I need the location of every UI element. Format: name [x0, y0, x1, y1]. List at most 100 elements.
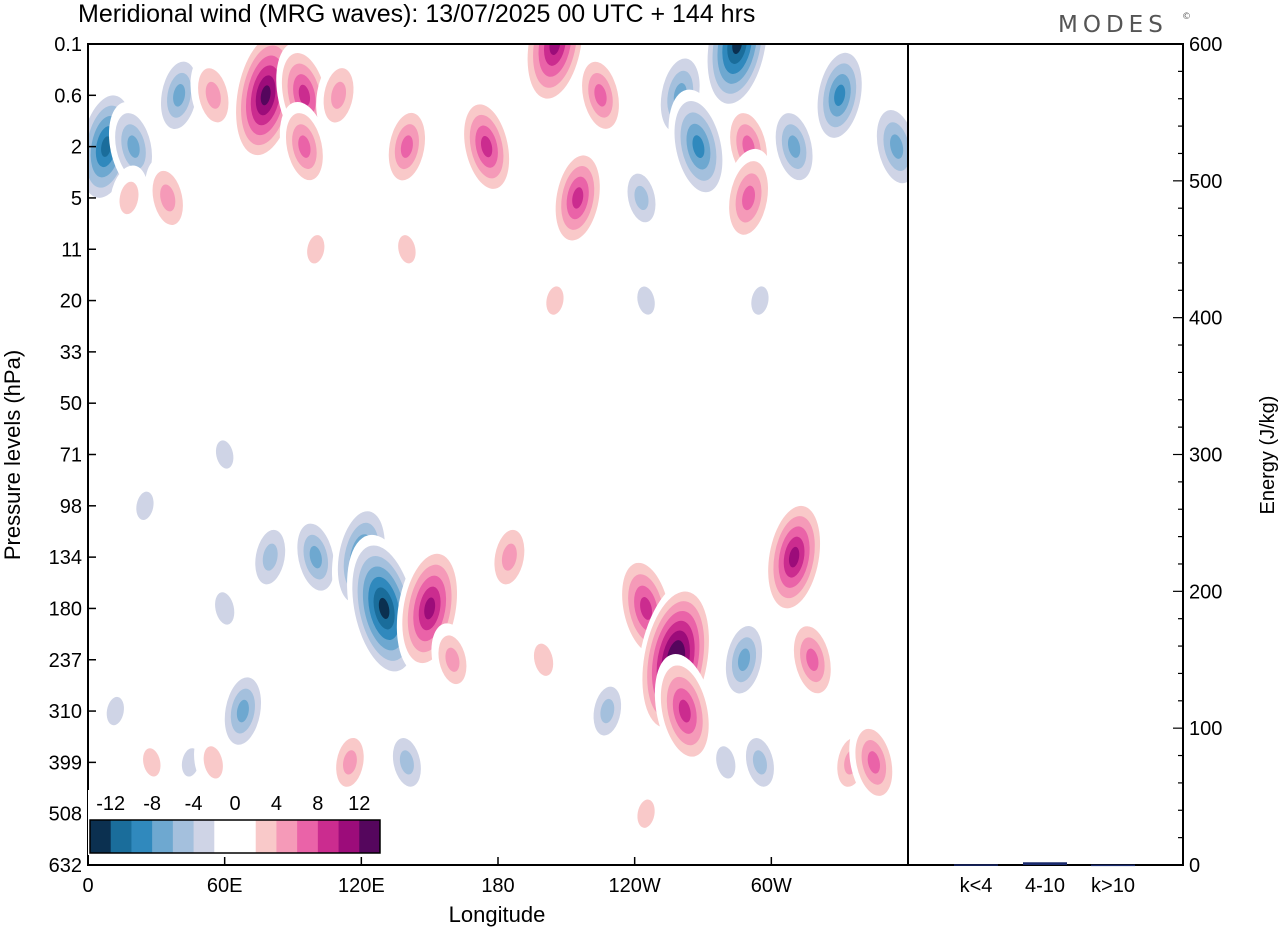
- colorbar-swatch: [338, 820, 360, 853]
- contour-cell: [738, 725, 781, 799]
- colorbar-swatch: [276, 820, 298, 853]
- contour-field: [88, 44, 908, 846]
- contour-ring: [594, 84, 607, 107]
- contour-ring: [309, 545, 322, 569]
- contour-cell: [628, 785, 664, 843]
- pressure-tick-label: 11: [61, 239, 82, 261]
- contour-cell: [316, 54, 361, 137]
- contour-cell: [706, 730, 746, 795]
- pressure-axis: 0.1 0.6 2 5 11 20 33 50 71 98 134 180 237 310 399 508 63…: [49, 34, 96, 877]
- longitude-tick-label: 60W: [751, 875, 792, 897]
- contour-cell: [134, 734, 170, 791]
- colorbar-swatch: [255, 820, 277, 853]
- contour-cell: [763, 495, 826, 619]
- colorbar-label: 0: [229, 793, 240, 815]
- pressure-tick-label: 0.6: [54, 85, 82, 107]
- contour-ring: [834, 84, 846, 106]
- colorbar-swatch: [193, 820, 215, 853]
- contour-ring: [890, 134, 904, 159]
- energy-bar: [1023, 862, 1067, 865]
- contour-ring: [136, 491, 154, 520]
- energy-category-label: k<4: [960, 875, 993, 897]
- contour-cell: [127, 477, 163, 535]
- contour-cell: [719, 614, 769, 705]
- contour-cell: [620, 161, 663, 235]
- pressure-tick-label: 237: [49, 650, 82, 672]
- contour-cell: [382, 101, 432, 192]
- energy-tick-label: 0: [1189, 855, 1200, 877]
- contour-ring: [634, 185, 649, 211]
- contour-ring: [127, 135, 140, 158]
- contour-cell: [98, 682, 133, 740]
- colorbar-swatch: [235, 820, 257, 853]
- x-axis-label: Longitude: [449, 902, 546, 927]
- contour-ring: [262, 543, 278, 571]
- contour-ring: [549, 44, 561, 55]
- contour-ring: [546, 286, 564, 315]
- contour-cell: [486, 516, 532, 598]
- contour-cell: [524, 627, 563, 693]
- energy-bar: [954, 864, 998, 866]
- colorbar-swatch: [110, 820, 132, 853]
- energy-category-label: 4-10: [1025, 875, 1065, 897]
- colorbar-label: -4: [185, 793, 203, 815]
- contour-ring: [215, 440, 234, 469]
- energy-bars: [954, 862, 1135, 867]
- contour-ring: [203, 746, 223, 779]
- contour-ring: [788, 546, 800, 568]
- contour-ring: [307, 235, 325, 264]
- pressure-tick-label: 180: [49, 598, 82, 620]
- contour-ring: [343, 750, 357, 775]
- contour-ring: [236, 699, 249, 723]
- contour-ring: [692, 135, 705, 159]
- contour-cell: [575, 50, 626, 140]
- modes-logo: MODES: [1058, 12, 1168, 38]
- colorbar-swatch: [152, 820, 174, 853]
- energy-tick-label: 200: [1189, 581, 1222, 603]
- contour-cell: [812, 44, 868, 149]
- colorbar-swatch: [90, 820, 112, 853]
- contour-ring: [752, 750, 767, 775]
- pressure-tick-label: 310: [49, 701, 82, 723]
- colorbar-swatch: [131, 820, 153, 853]
- contour-cell: [550, 144, 606, 252]
- contour-ring: [737, 648, 751, 672]
- contour-ring: [331, 81, 347, 109]
- pressure-tick-label: 632: [49, 855, 82, 877]
- contour-ring: [398, 235, 416, 264]
- contour-ring: [119, 181, 139, 215]
- contour-cell: [298, 220, 334, 278]
- contour-ring: [727, 44, 748, 64]
- contour-ring: [501, 543, 517, 571]
- pressure-tick-label: 134: [49, 547, 82, 569]
- contour-cell: [389, 221, 425, 278]
- contour-cell: [329, 725, 371, 799]
- contour-cell: [537, 272, 573, 329]
- contour-cell: [458, 93, 515, 200]
- contour-cell: [108, 101, 159, 192]
- energy-tick-label: 500: [1189, 171, 1222, 193]
- pressure-tick-label: 98: [60, 496, 82, 518]
- contour-cell: [431, 623, 474, 697]
- contour-ring: [215, 592, 235, 625]
- contour-ring: [637, 799, 655, 828]
- contour-ring: [143, 748, 161, 777]
- contour-cell: [769, 101, 819, 192]
- contour-ring: [716, 746, 736, 779]
- longitude-tick-label: 180: [481, 875, 514, 897]
- colorbar-swatch: [214, 820, 236, 853]
- contour-ring: [400, 135, 413, 158]
- colorbar-swatch: [359, 820, 381, 853]
- contour-ring: [160, 184, 176, 212]
- colorbar-label: 4: [271, 793, 282, 815]
- contour-cell: [144, 157, 191, 239]
- contour-ring: [173, 84, 186, 107]
- contour-ring: [806, 648, 819, 671]
- contour-ring: [260, 85, 271, 106]
- energy-categories: k<4 4-10 k>10: [960, 875, 1135, 897]
- chart-title: Meridional wind (MRG waves): 13/07/2025 …: [78, 0, 755, 28]
- energy-tick-label: 400: [1189, 308, 1222, 330]
- longitude-tick-label: 120E: [338, 875, 385, 897]
